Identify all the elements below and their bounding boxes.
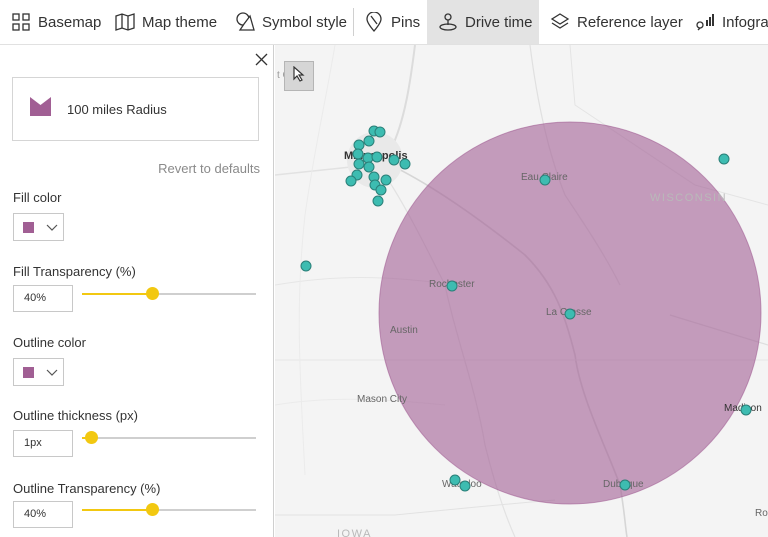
radius-preset-card[interactable]: 100 miles Radius [12, 77, 259, 141]
map-pin[interactable] [353, 158, 365, 170]
outline-color-picker[interactable] [13, 358, 64, 386]
map-pin[interactable] [718, 153, 730, 165]
basemap-grid-icon [10, 11, 32, 33]
outline-transparency-label: Outline Transparency (%) [13, 481, 161, 496]
map-pin[interactable] [740, 404, 752, 416]
fill-color-picker[interactable] [13, 213, 64, 241]
map-pins-layer [300, 125, 752, 492]
map-pin[interactable] [345, 175, 357, 187]
tab-infographics[interactable]: Infogra [694, 0, 768, 44]
close-icon [255, 53, 268, 71]
tab-reference-layer[interactable]: Reference layer [549, 0, 683, 44]
map-pin[interactable] [388, 154, 400, 166]
map-canvas[interactable]: t C Minneapolis Eau Claire WISCONSIN Roc… [275, 45, 768, 537]
tab-symbol-style[interactable]: Symbol style [234, 0, 347, 44]
outline-transparency-slider[interactable] [82, 503, 256, 516]
tab-drive-time[interactable]: Drive time [427, 0, 539, 44]
map-pin[interactable] [459, 480, 471, 492]
toolbar-divider [353, 8, 354, 36]
map-pin[interactable] [362, 152, 374, 164]
map-pin[interactable] [363, 161, 375, 173]
fill-color-swatch [23, 221, 34, 233]
tab-infographics-label: Infogra [722, 13, 768, 31]
select-tool-button[interactable] [284, 61, 314, 91]
map-pin[interactable] [619, 479, 631, 491]
map-label-wisconsin: WISCONSIN [650, 192, 728, 204]
tab-reference-layer-label: Reference layer [577, 13, 683, 31]
map-pin[interactable] [446, 280, 458, 292]
tab-basemap[interactable]: Basemap [10, 0, 101, 44]
chevron-down-icon [46, 363, 58, 381]
map-pin[interactable] [300, 260, 312, 272]
map-label-austin: Austin [390, 325, 418, 336]
outline-thickness-label: Outline thickness (px) [13, 408, 138, 423]
slider-fill [82, 509, 152, 511]
map-pin[interactable] [372, 195, 384, 207]
toolbar: Basemap Map theme Symbol style Pins Driv… [0, 0, 768, 45]
close-button[interactable] [251, 52, 271, 72]
map-pin[interactable] [371, 151, 383, 163]
tab-pins[interactable]: Pins [363, 0, 420, 44]
fill-transparency-label: Fill Transparency (%) [13, 264, 136, 279]
map-pin[interactable] [380, 174, 392, 186]
tab-map-theme-label: Map theme [142, 13, 218, 31]
map-pin[interactable] [374, 126, 386, 138]
map-pin[interactable] [539, 174, 551, 186]
symbol-style-icon [234, 11, 256, 33]
outline-color-label: Outline color [13, 335, 86, 350]
map-label-st-cloud: t C [277, 70, 290, 81]
outline-color-swatch [23, 366, 34, 378]
slider-fill [82, 293, 152, 295]
cursor-arrow-icon [292, 65, 306, 87]
map-pin[interactable] [564, 308, 576, 320]
map-pin[interactable] [399, 158, 411, 170]
tab-map-theme[interactable]: Map theme [114, 0, 217, 44]
fill-transparency-input[interactable]: 40% [13, 285, 73, 312]
map-label-mason-city: Mason City [357, 394, 408, 405]
tab-drive-time-label: Drive time [465, 13, 533, 31]
map-pin[interactable] [353, 139, 365, 151]
map-pin[interactable] [449, 474, 461, 486]
outline-thickness-input[interactable]: 1px [13, 430, 73, 457]
map-theme-icon [114, 11, 136, 33]
slider-thumb[interactable] [145, 503, 159, 516]
outline-thickness-slider[interactable] [82, 431, 256, 444]
tab-pins-label: Pins [391, 13, 421, 31]
tab-basemap-label: Basemap [38, 13, 102, 31]
tab-symbol-style-label: Symbol style [262, 13, 348, 31]
drive-time-settings-panel: 100 miles Radius Revert to defaults Fill… [0, 45, 274, 537]
slider-thumb[interactable] [84, 431, 98, 444]
map-pin[interactable] [363, 135, 375, 147]
chevron-down-icon [46, 218, 58, 236]
revert-to-defaults-link[interactable]: Revert to defaults [158, 161, 260, 176]
pin-icon [363, 11, 385, 33]
map-label-ro: Ro [755, 508, 768, 519]
layers-icon [549, 11, 571, 33]
drive-time-icon [437, 11, 459, 33]
radius-preset-label: 100 miles Radius [67, 101, 167, 117]
map-label-iowa: IOWA [337, 528, 372, 537]
radius-shape-icon [30, 97, 51, 121]
infographics-icon [694, 11, 716, 33]
slider-thumb[interactable] [145, 287, 159, 300]
outline-transparency-input[interactable]: 40% [13, 501, 73, 528]
fill-transparency-slider[interactable] [82, 287, 256, 300]
fill-color-label: Fill color [13, 190, 62, 205]
map-pin[interactable] [352, 148, 364, 160]
map-pin[interactable] [375, 184, 387, 196]
